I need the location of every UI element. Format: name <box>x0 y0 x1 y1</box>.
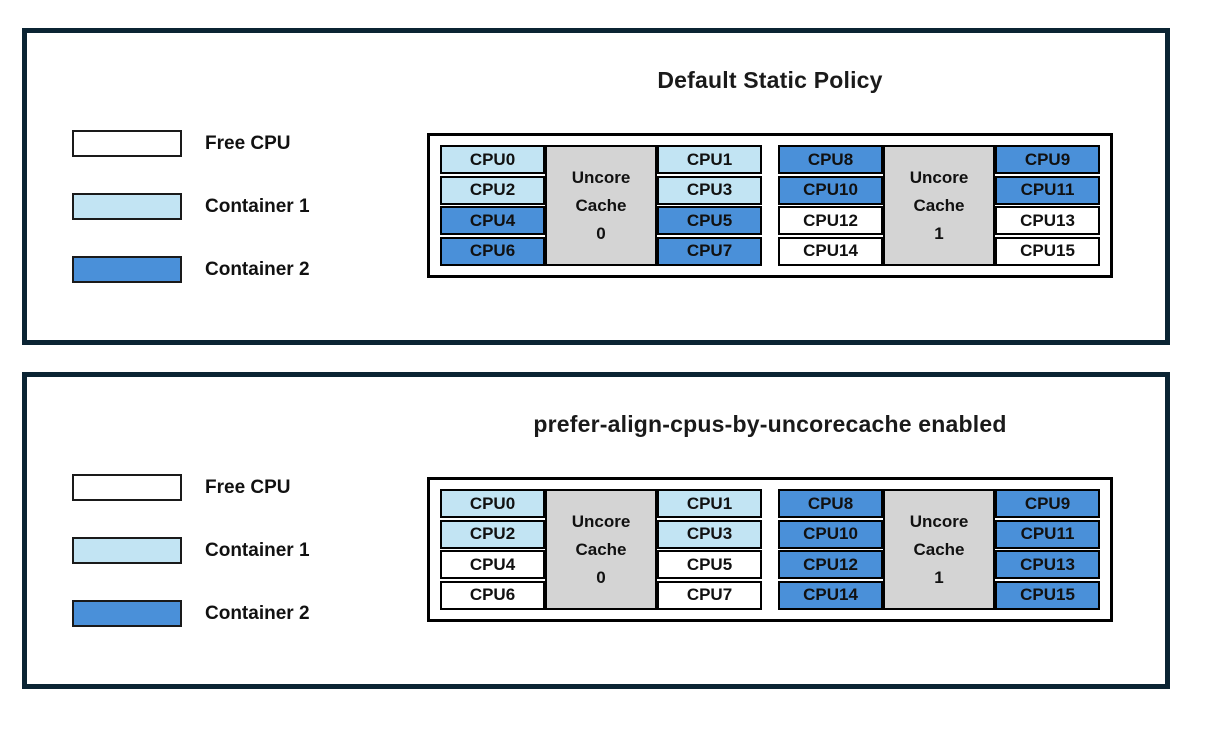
cpu-cell-cpu2: CPU2 <box>440 175 545 205</box>
cpu-cell-cpu6: CPU6 <box>440 236 545 266</box>
cpu-cell-cpu12: CPU12 <box>778 550 883 580</box>
cpu-cell-cpu0: CPU0 <box>440 489 545 518</box>
legend: Free CPU Container 1 Container 2 <box>72 130 310 319</box>
legend-label: Container 2 <box>205 258 310 280</box>
cpu-column-left: CPU8 CPU10 CPU12 CPU14 <box>778 145 883 266</box>
cpu-column-left: CPU0 CPU2 CPU4 CPU6 <box>440 145 545 266</box>
cpu-cell-cpu1: CPU1 <box>657 145 762 174</box>
cpu-diagram: CPU0 CPU2 CPU4 CPU6 Uncore Cache 0 CPU1 CPU3 CP… <box>427 133 1113 278</box>
legend: Free CPU Container 1 Container 2 <box>72 474 310 663</box>
legend-item-container2: Container 2 <box>72 256 310 283</box>
legend-swatch-container2 <box>72 600 182 627</box>
cpu-column-left: CPU8 CPU10 CPU12 CPU14 <box>778 489 883 610</box>
panel-title: prefer-align-cpus-by-uncorecache enabled <box>533 411 1007 437</box>
cpu-cell-cpu1: CPU1 <box>657 489 762 518</box>
uncore-group-1: CPU8 CPU10 CPU12 CPU14 Uncore Cache 1 CPU9 CPU… <box>778 145 1100 266</box>
cpu-cell-cpu0: CPU0 <box>440 145 545 174</box>
legend-item-container1: Container 1 <box>72 193 310 220</box>
cpu-cell-cpu12: CPU12 <box>778 206 883 236</box>
legend-swatch-free_cpu <box>72 474 182 501</box>
panel-title: Default Static Policy <box>657 67 883 93</box>
legend-swatch-container2 <box>72 256 182 283</box>
uncore-cache-block-1: Uncore Cache 1 <box>883 145 995 266</box>
cpu-cell-cpu8: CPU8 <box>778 489 883 518</box>
cpu-cell-cpu9: CPU9 <box>995 145 1100 174</box>
panel-default-static-policy: Default Static Policy Free CPU Container … <box>22 28 1170 345</box>
uncore-group-0: CPU0 CPU2 CPU4 CPU6 Uncore Cache 0 CPU1 CPU3 CP… <box>440 145 762 266</box>
legend-swatch-free_cpu <box>72 130 182 157</box>
legend-item-free_cpu: Free CPU <box>72 130 310 157</box>
uncore-cache-block-1: Uncore Cache 1 <box>883 489 995 610</box>
cpu-cell-cpu8: CPU8 <box>778 145 883 174</box>
cpu-cell-cpu4: CPU4 <box>440 206 545 236</box>
cpu-diagram: CPU0 CPU2 CPU4 CPU6 Uncore Cache 0 CPU1 CPU3 CP… <box>427 477 1113 622</box>
cpu-cell-cpu15: CPU15 <box>995 580 1100 610</box>
cpu-cell-cpu6: CPU6 <box>440 580 545 610</box>
cpu-cell-cpu9: CPU9 <box>995 489 1100 518</box>
cpu-cell-cpu4: CPU4 <box>440 550 545 580</box>
cpu-column-right: CPU1 CPU3 CPU5 CPU7 <box>657 489 762 610</box>
cpu-column-right: CPU9 CPU11 CPU13 CPU15 <box>995 145 1100 266</box>
cpu-column-left: CPU0 CPU2 CPU4 CPU6 <box>440 489 545 610</box>
cpu-cell-cpu5: CPU5 <box>657 206 762 236</box>
uncore-cache-block-0: Uncore Cache 0 <box>545 489 657 610</box>
cpu-cell-cpu2: CPU2 <box>440 519 545 549</box>
legend-label: Container 1 <box>205 195 310 217</box>
cpu-cell-cpu11: CPU11 <box>995 175 1100 205</box>
legend-label: Container 2 <box>205 602 310 624</box>
legend-label: Free CPU <box>205 132 291 154</box>
legend-swatch-container1 <box>72 193 182 220</box>
cpu-cell-cpu14: CPU14 <box>778 580 883 610</box>
uncore-cache-block-0: Uncore Cache 0 <box>545 145 657 266</box>
legend-item-container1: Container 1 <box>72 537 310 564</box>
cpu-cell-cpu13: CPU13 <box>995 550 1100 580</box>
cpu-cell-cpu15: CPU15 <box>995 236 1100 266</box>
legend-swatch-container1 <box>72 537 182 564</box>
cpu-cell-cpu13: CPU13 <box>995 206 1100 236</box>
cpu-cell-cpu14: CPU14 <box>778 236 883 266</box>
cpu-cell-cpu7: CPU7 <box>657 580 762 610</box>
cpu-cell-cpu10: CPU10 <box>778 519 883 549</box>
legend-label: Container 1 <box>205 539 310 561</box>
cpu-cell-cpu5: CPU5 <box>657 550 762 580</box>
uncore-group-0: CPU0 CPU2 CPU4 CPU6 Uncore Cache 0 CPU1 CPU3 CP… <box>440 489 762 610</box>
cpu-cell-cpu7: CPU7 <box>657 236 762 266</box>
cpu-cell-cpu3: CPU3 <box>657 175 762 205</box>
uncore-group-1: CPU8 CPU10 CPU12 CPU14 Uncore Cache 1 CPU9 CPU… <box>778 489 1100 610</box>
cpu-column-right: CPU9 CPU11 CPU13 CPU15 <box>995 489 1100 610</box>
cpu-cell-cpu11: CPU11 <box>995 519 1100 549</box>
cpu-cell-cpu10: CPU10 <box>778 175 883 205</box>
panel-prefer-align-cpus-by-uncorecache: prefer-align-cpus-by-uncorecache enabled… <box>22 372 1170 689</box>
legend-item-free_cpu: Free CPU <box>72 474 310 501</box>
cpu-cell-cpu3: CPU3 <box>657 519 762 549</box>
legend-item-container2: Container 2 <box>72 600 310 627</box>
legend-label: Free CPU <box>205 476 291 498</box>
cpu-column-right: CPU1 CPU3 CPU5 CPU7 <box>657 145 762 266</box>
